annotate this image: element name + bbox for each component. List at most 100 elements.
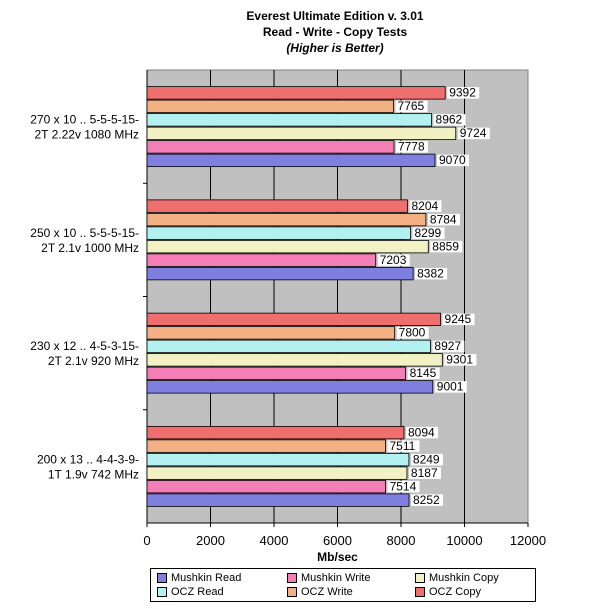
legend-label: Mushkin Write — [301, 572, 371, 584]
data-label-bg — [436, 154, 469, 167]
legend-item: Mushkin Write — [287, 571, 415, 585]
data-label-bg — [447, 87, 480, 99]
data-label: 8187 — [411, 466, 438, 480]
data-label: 9070 — [439, 153, 466, 167]
bar-ocz-read — [146, 339, 431, 354]
legend-item: Mushkin Read — [157, 571, 287, 585]
data-label-bg — [433, 114, 466, 126]
legend-swatch — [415, 573, 425, 583]
data-label-bg — [408, 467, 441, 479]
category-label: 2T 2.1v 1000 MHz — [41, 241, 139, 255]
category-label: 230 x 12 .. 4-5-3-15- — [30, 339, 139, 353]
legend-label: OCZ Read — [171, 586, 224, 598]
data-label-bg — [430, 240, 463, 253]
bar-mushkin-read — [146, 493, 410, 507]
data-label-bg — [405, 426, 438, 439]
data-label-bg — [411, 494, 444, 506]
bar-mushkin-copy — [146, 353, 443, 367]
legend-label: Mushkin Read — [171, 572, 242, 584]
category-label: 1T 1.9v 742 MHz — [48, 467, 139, 481]
data-label: 8252 — [413, 493, 440, 507]
data-label-bg — [457, 127, 490, 140]
legend-item: Mushkin Copy — [415, 571, 535, 585]
bar-ocz-write — [146, 326, 396, 340]
legend-swatch — [287, 573, 297, 583]
legend-label: Mushkin Copy — [429, 572, 499, 584]
bar-mushkin-write — [146, 253, 377, 267]
x-tick-label: 4000 — [260, 533, 289, 548]
legend-item: OCZ Read — [157, 585, 287, 599]
data-label-bg — [395, 141, 428, 153]
x-tick-label: 2000 — [196, 533, 225, 548]
bar-mushkin-copy — [146, 466, 408, 480]
bar-ocz-copy — [146, 425, 405, 440]
data-label: 7778 — [398, 140, 425, 154]
x-tick-label: 0 — [143, 533, 150, 548]
data-label: 8299 — [414, 226, 441, 240]
data-label: 8145 — [410, 366, 437, 380]
chart-note: (Higher is Better) — [286, 41, 384, 55]
data-label-bg — [434, 381, 467, 393]
data-label-bg — [427, 213, 460, 226]
bar-ocz-copy — [146, 86, 446, 100]
data-label-bg — [409, 200, 442, 212]
bar-mushkin-copy — [146, 126, 457, 141]
bar-ocz-read — [146, 452, 410, 467]
data-label: 7765 — [398, 99, 425, 113]
data-label: 7800 — [399, 326, 426, 340]
data-label: 8859 — [432, 239, 459, 253]
bar-mushkin-write — [146, 479, 386, 494]
bar-mushkin-write — [146, 140, 395, 154]
data-label: 9301 — [446, 353, 473, 367]
data-label: 9001 — [437, 380, 464, 394]
x-axis-label: Mb/sec — [317, 550, 358, 564]
data-label-bg — [415, 267, 448, 280]
chart-title-block: Everest Ultimate Edition v. 3.01 Read - … — [145, 8, 525, 56]
x-tick-label: 8000 — [387, 533, 416, 548]
data-label-bg — [407, 367, 440, 380]
chart-title: Everest Ultimate Edition v. 3.01 — [246, 9, 424, 23]
data-label: 8249 — [413, 452, 440, 466]
bar-ocz-write — [146, 99, 394, 114]
chart-legend: Mushkin Read Mushkin Write Mushkin Copy OCZ… — [150, 568, 536, 602]
bar-ocz-read — [146, 113, 432, 127]
bar-ocz-write — [146, 439, 386, 453]
legend-label: OCZ Copy — [429, 586, 481, 598]
data-label: 7203 — [380, 253, 407, 267]
data-label-bg — [410, 453, 443, 466]
legend-grid: Mushkin Read Mushkin Write Mushkin Copy OCZ… — [151, 569, 535, 601]
data-label: 7511 — [389, 439, 415, 453]
legend-swatch — [157, 573, 167, 583]
legend-swatch — [415, 587, 425, 597]
category-label: 2T 2.22v 1080 MHz — [34, 128, 139, 142]
data-label-bg — [387, 440, 420, 452]
bar-mushkin-write — [146, 366, 407, 381]
category-label: 270 x 10 .. 5-5-5-15- — [30, 113, 139, 127]
data-label-bg — [377, 254, 410, 266]
bar-ocz-copy — [146, 312, 441, 327]
data-label: 9245 — [445, 312, 472, 326]
chart-subtitle: Read - Write - Copy Tests — [262, 25, 408, 39]
legend-swatch — [157, 587, 167, 597]
x-tick-label: 12000 — [510, 533, 546, 548]
bar-ocz-read — [146, 226, 411, 240]
legend-swatch — [287, 587, 297, 597]
bar-ocz-write — [146, 212, 427, 227]
bar-mushkin-copy — [146, 239, 429, 254]
bar-mushkin-read — [146, 380, 434, 394]
x-tick-label: 6000 — [323, 533, 352, 548]
data-label-bg — [387, 480, 420, 493]
x-tick-label: 10000 — [446, 533, 482, 548]
data-label: 8382 — [417, 266, 444, 280]
legend-item: OCZ Copy — [415, 585, 535, 599]
data-label: 9392 — [449, 86, 476, 100]
bar-ocz-copy — [146, 199, 408, 213]
data-label: 8094 — [408, 425, 435, 439]
data-label: 9724 — [460, 126, 487, 140]
data-label: 8927 — [434, 339, 461, 353]
bar-mushkin-read — [146, 266, 414, 281]
category-label: 2T 2.1v 920 MHz — [48, 354, 139, 368]
data-label-bg — [396, 327, 429, 339]
data-label-bg — [412, 227, 445, 239]
